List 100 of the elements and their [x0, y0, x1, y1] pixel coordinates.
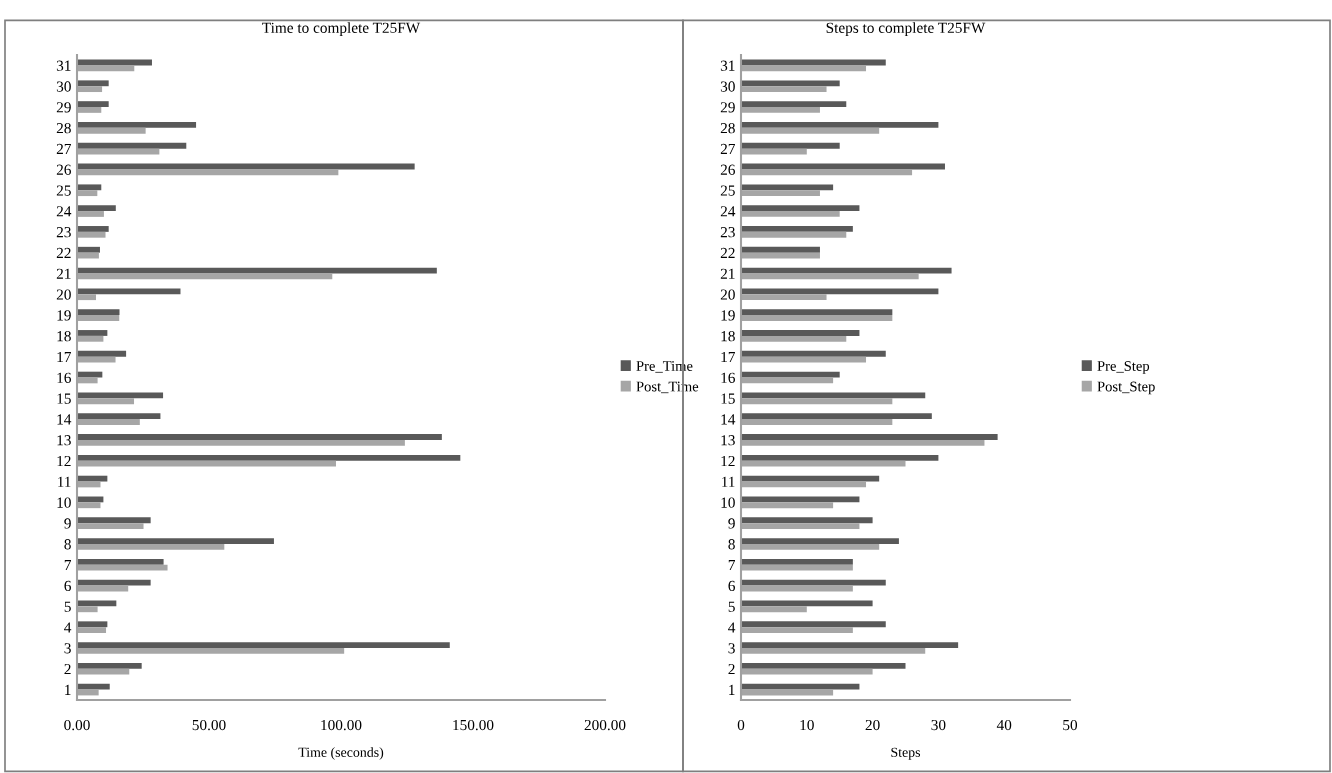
- bar: [741, 454, 939, 461]
- y-tick-label: 1: [729, 684, 735, 695]
- bar: [77, 558, 164, 565]
- y-tick-label: 8: [728, 539, 735, 550]
- y-tick-label: 5: [64, 601, 71, 612]
- bar: [741, 330, 860, 336]
- bar: [77, 538, 274, 544]
- bar: [77, 226, 109, 232]
- bar: [741, 683, 860, 690]
- y-tick-label: 30: [720, 81, 735, 92]
- bar: [77, 475, 108, 482]
- y-tick-label: 31: [720, 60, 735, 71]
- y-tick-label: 28: [56, 122, 71, 134]
- x-tick-label: 150.00: [453, 719, 494, 731]
- y-tick-label: 21: [720, 268, 735, 279]
- bar: [741, 226, 853, 232]
- bar: [77, 184, 102, 191]
- y-tick-label: 12: [57, 455, 71, 467]
- bar: [741, 434, 998, 440]
- legend-label: Post_Time: [636, 381, 699, 394]
- y-tick-label: 18: [57, 331, 71, 342]
- y-tick-label: 25: [56, 185, 71, 196]
- y-tick-label: 30: [56, 81, 71, 92]
- y-tick-label: 31: [56, 60, 71, 71]
- y-tick-label: 24: [56, 206, 72, 217]
- bar: [741, 184, 834, 191]
- y-tick-label: 2: [728, 663, 735, 675]
- chart-title: Steps to complete T25FW: [826, 22, 986, 37]
- y-tick-label: 20: [56, 289, 71, 300]
- y-tick-label: 10: [57, 497, 71, 508]
- y-tick-label: 23: [56, 227, 71, 238]
- bar: [741, 350, 886, 357]
- bar: [741, 101, 847, 108]
- bar: [741, 288, 939, 295]
- bar: [77, 642, 450, 648]
- x-tick-label: 20: [865, 719, 880, 731]
- bar: [741, 475, 880, 482]
- y-tick-label: 9: [64, 518, 71, 529]
- x-tick-label: 50: [1063, 719, 1078, 731]
- x-axis-title: Steps: [891, 747, 921, 760]
- bar: [77, 434, 442, 440]
- y-tick-label: 18: [721, 331, 735, 342]
- y-tick-label: 4: [64, 622, 72, 633]
- legend-label: Post_Step: [1097, 381, 1155, 395]
- y-tick-label: 2: [64, 663, 71, 675]
- legend-label: Pre_Time: [636, 361, 693, 373]
- y-tick-label: 17: [57, 351, 72, 362]
- bar: [741, 558, 853, 565]
- x-tick-label: 50.00: [192, 719, 226, 731]
- y-tick-label: 11: [722, 476, 735, 487]
- y-tick-label: 26: [56, 164, 71, 175]
- y-tick-label: 6: [728, 580, 735, 592]
- x-axis-title: Time (seconds): [298, 747, 384, 760]
- x-tick-label: 0: [737, 719, 745, 731]
- bar: [77, 579, 151, 586]
- bar: [77, 350, 127, 357]
- y-tick-label: 21: [56, 268, 71, 279]
- bar: [77, 288, 181, 295]
- x-tick-label: 100.00: [321, 719, 362, 731]
- x-tick-label: 200.00: [584, 719, 626, 731]
- bar: [741, 413, 932, 420]
- y-tick-label: 14: [721, 414, 736, 425]
- y-tick-label: 9: [728, 518, 735, 529]
- x-tick-label: 0.00: [64, 719, 90, 731]
- y-tick-label: 25: [720, 185, 735, 196]
- y-tick-label: 16: [57, 372, 71, 383]
- y-tick-label: 1: [65, 684, 71, 695]
- y-tick-label: 6: [64, 580, 71, 592]
- y-tick-label: 22: [720, 247, 735, 258]
- legend-label: Pre_Step: [1097, 361, 1150, 374]
- bar: [77, 330, 108, 336]
- y-tick-label: 29: [720, 102, 735, 113]
- y-tick-label: 5: [728, 601, 735, 612]
- bar: [77, 80, 109, 87]
- bar: [77, 662, 142, 669]
- bar: [77, 101, 109, 108]
- y-tick-label: 29: [56, 102, 71, 113]
- y-tick-label: 11: [58, 476, 71, 487]
- bar: [77, 205, 116, 212]
- bar: [741, 142, 840, 149]
- y-tick-label: 20: [720, 289, 735, 300]
- y-tick-label: 10: [721, 497, 735, 508]
- bar: [741, 662, 906, 669]
- bar: [77, 413, 161, 420]
- y-tick-label: 16: [721, 372, 735, 383]
- y-tick-label: 24: [720, 206, 736, 217]
- y-tick-label: 3: [64, 643, 71, 654]
- y-tick-label: 7: [728, 560, 736, 571]
- y-tick-label: 13: [721, 435, 735, 446]
- y-tick-label: 27: [720, 143, 736, 154]
- y-tick-label: 7: [64, 560, 72, 571]
- y-tick-label: 23: [720, 227, 735, 238]
- bar: [741, 579, 886, 586]
- y-tick-label: 19: [57, 310, 71, 321]
- x-tick-label: 10: [800, 719, 814, 731]
- bar: [77, 309, 120, 316]
- y-tick-label: 17: [721, 351, 736, 362]
- bar: [741, 642, 959, 648]
- y-tick-label: 3: [728, 643, 735, 654]
- bar: [741, 246, 820, 253]
